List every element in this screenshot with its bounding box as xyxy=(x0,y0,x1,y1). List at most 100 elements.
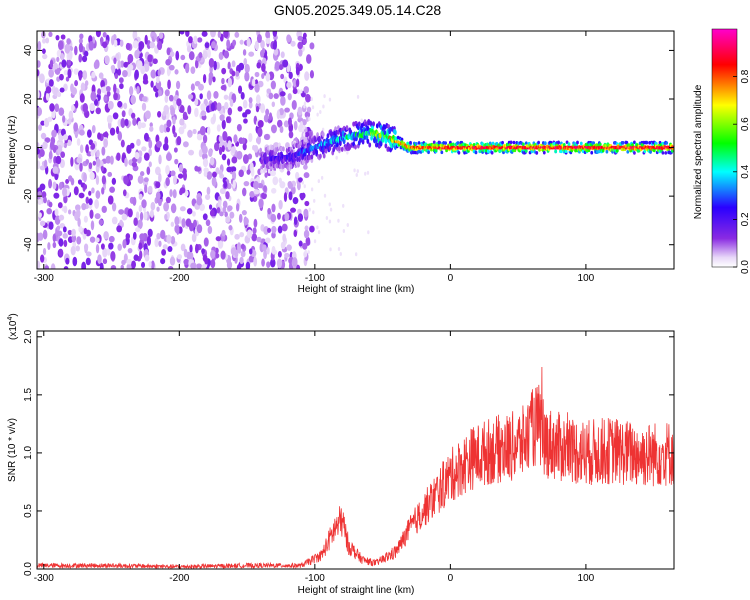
spectrogram-noise-cell xyxy=(224,101,229,110)
spectrogram-noise-cell xyxy=(280,96,286,106)
spectrogram-noise-cell xyxy=(101,187,105,195)
spectrogram-noise-cell xyxy=(170,170,176,177)
spectrogram-noise-cell xyxy=(52,166,59,174)
spectrogram-noise-cell xyxy=(328,97,332,102)
spectrogram-noise-cell xyxy=(206,186,211,196)
spectrogram-noise-cell xyxy=(216,207,221,214)
spectrogram-noise-cell xyxy=(55,155,62,165)
spectrogram-noise-cell xyxy=(234,249,239,258)
spectrogram-noise-cell xyxy=(117,243,122,251)
spectrogram-noise-cell xyxy=(182,141,189,148)
spectrogram-noise-cell xyxy=(42,53,48,60)
spectrogram-noise-cell xyxy=(172,116,176,125)
spectrogram-noise-cell xyxy=(52,181,57,190)
spectrogram-noise-cell xyxy=(160,229,166,240)
spectrogram-noise-cell xyxy=(179,206,186,212)
spectrogram-ridge-cell xyxy=(315,149,319,155)
spectrogram-noise-cell xyxy=(284,107,290,113)
spectrogram-noise-cell xyxy=(286,170,291,176)
spectrogram-noise-cell xyxy=(313,198,316,203)
spectrogram-noise-cell xyxy=(44,265,50,269)
spectrogram-ridge-cell xyxy=(633,140,636,145)
spectrogram-noise-cell xyxy=(217,31,222,38)
spectrogram-ridge-cell xyxy=(554,149,558,153)
spectrogram-noise-cell xyxy=(49,140,55,151)
spectrogram-ridge-cell xyxy=(318,153,322,159)
spectrogram-noise-cell xyxy=(126,263,132,269)
spectrogram-noise-cell xyxy=(190,66,196,74)
spectrogram-noise-cell xyxy=(271,187,277,194)
spectrogram-noise-cell xyxy=(306,54,312,64)
spectrogram-noise-cell xyxy=(37,160,41,170)
spectrogram-noise-cell xyxy=(316,225,319,230)
spectrogram-noise-cell xyxy=(217,238,224,249)
spectrogram-noise-cell xyxy=(127,63,134,71)
spectrogram-noise-cell xyxy=(108,235,115,243)
spectrogram-ridge-cell xyxy=(304,136,308,143)
spectrogram-noise-cell xyxy=(63,266,69,269)
spectrogram-noise-cell xyxy=(90,220,95,231)
spectrogram-noise-cell xyxy=(149,126,154,132)
spectrogram-noise-cell xyxy=(43,159,48,169)
spectrogram-ridge-cell xyxy=(502,150,505,155)
spectrogram-noise-cell xyxy=(57,202,63,209)
spectrogram-noise-cell xyxy=(170,106,176,117)
spectrogram-noise-cell xyxy=(244,71,250,82)
spectrogram-noise-cell xyxy=(303,125,306,130)
spectrogram-noise-cell xyxy=(342,203,345,208)
spectrogram-noise-cell xyxy=(136,138,141,147)
spectrogram-noise-cell xyxy=(196,133,203,141)
spectrogram-noise-cell xyxy=(106,114,113,124)
snr-x-tick-label: -200 xyxy=(169,573,189,584)
spectrogram-noise-cell xyxy=(199,93,203,100)
spectrogram-noise-cell xyxy=(37,232,40,243)
spectrogram-noise-cell xyxy=(270,213,277,223)
spectrogram-noise-cell xyxy=(162,143,169,151)
colorbar-tick-label: 0.2 xyxy=(740,212,750,226)
spectrogram-noise-cell xyxy=(288,117,292,126)
spectrogram-noise-cell xyxy=(242,112,247,118)
spectrogram-noise-cell xyxy=(231,70,236,77)
spectrogram-ridge-cell xyxy=(270,145,274,151)
spectrogram-noise-cell xyxy=(95,157,101,167)
spectrogram-noise-cell xyxy=(206,90,212,101)
spectrogram-noise-cell xyxy=(248,255,255,263)
spectrogram-noise-cell xyxy=(159,124,165,134)
spectrogram-noise-cell xyxy=(261,192,267,200)
spectrogram-noise-cell xyxy=(265,108,270,116)
spectrogram-noise-cell xyxy=(122,189,127,197)
spectrogram-noise-cell xyxy=(253,256,258,267)
spectrogram-noise-cell xyxy=(102,131,109,138)
spectrogram-noise-cell xyxy=(271,203,276,213)
spectrogram-noise-cell xyxy=(165,164,170,175)
spectrogram-ridge-cell xyxy=(366,138,370,144)
spectrogram-noise-cell xyxy=(65,257,70,265)
spectrogram-noise-cell xyxy=(129,85,134,96)
spectrogram-noise-cell xyxy=(255,94,261,105)
spectrogram-noise-cell xyxy=(40,132,47,140)
spectrogram-noise-cell xyxy=(245,261,251,269)
spectrogram-noise-cell xyxy=(229,211,235,219)
spectrogram-noise-cell xyxy=(83,227,88,235)
spectrogram-y-ticks: -40 -20 0 20 40 xyxy=(23,44,674,252)
spectrogram-noise-cell xyxy=(165,152,172,162)
spectrogram-noise-cell xyxy=(85,257,91,266)
spectrogram-noise-cell xyxy=(309,42,315,50)
spectrogram-noise-cell xyxy=(312,210,315,215)
spectrogram-noise-cell xyxy=(210,102,215,112)
spectrogram-noise-cell xyxy=(90,142,96,150)
spectrogram-noise-cell xyxy=(256,236,262,243)
spectrogram-noise-cell xyxy=(305,236,311,246)
spectrogram-noise-cell xyxy=(214,142,220,152)
spectrogram-noise-cell xyxy=(91,125,96,134)
spectrogram-noise-cell xyxy=(58,181,63,190)
spectrogram-noise-cell xyxy=(292,197,299,205)
spectrogram-noise-cell xyxy=(45,86,52,94)
snr-x-tick-label: -300 xyxy=(34,573,54,584)
spectrogram-noise-cell xyxy=(170,236,176,245)
spectrogram-noise-cell xyxy=(152,58,158,65)
spectrogram-noise-cell xyxy=(164,89,170,97)
spectrogram-noise-cell xyxy=(242,142,247,151)
spectrogram-noise-cell xyxy=(291,257,298,267)
